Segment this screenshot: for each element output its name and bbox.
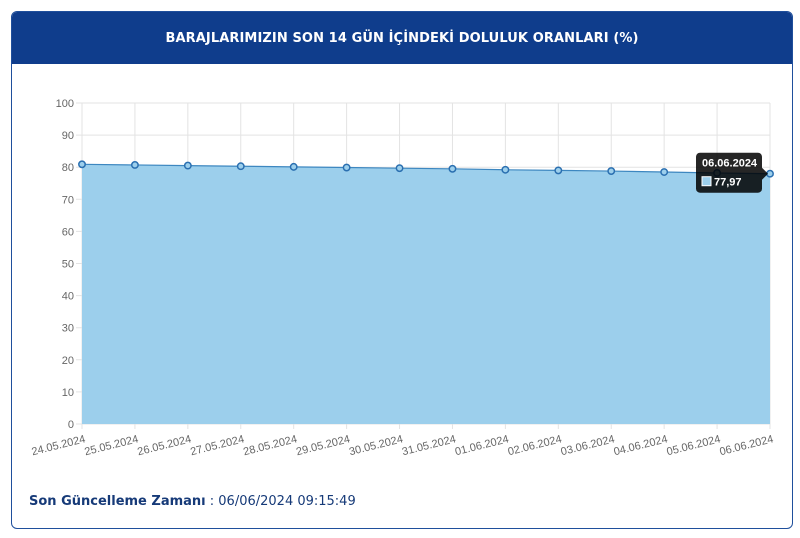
data-point[interactable] [236, 162, 245, 171]
chart-title: BARAJLARIMIZIN SON 14 GÜN İÇİNDEKİ DOLUL… [12, 12, 792, 64]
x-tick-label: 01.06.2024 [454, 433, 510, 458]
x-tick-label: 05.06.2024 [665, 433, 721, 458]
x-tick-label: 28.05.2024 [242, 433, 298, 458]
data-point[interactable] [395, 164, 404, 173]
data-point[interactable] [342, 163, 351, 172]
last-update-label: Son Güncelleme Zamanı [29, 494, 206, 509]
series-line [81, 163, 771, 175]
y-tick-label: 60 [62, 226, 74, 238]
last-update-separator: : [205, 494, 219, 509]
chart-card: BARAJLARIMIZIN SON 14 GÜN İÇİNDEKİ DOLUL… [11, 11, 793, 529]
tooltip-background [696, 152, 762, 193]
last-update: Son Güncelleme Zamanı : 06/06/2024 09:15… [29, 494, 356, 509]
y-tick-label: 100 [56, 98, 74, 110]
y-tick-label: 90 [62, 130, 74, 142]
y-tick-label: 0 [68, 419, 74, 431]
x-tick-label: 02.06.2024 [507, 433, 563, 458]
chart-area: 0 10 20 30 40 50 60 70 80 90 100 24.05.2024 25.05.2… [12, 64, 792, 464]
x-tick-label: 27.05.2024 [189, 433, 245, 458]
data-point[interactable] [183, 161, 192, 170]
tooltip-swatch [701, 176, 712, 187]
data-point[interactable] [78, 160, 86, 169]
y-tick-label: 10 [62, 387, 74, 399]
x-tick-label: 04.06.2024 [613, 433, 669, 458]
data-point[interactable] [448, 164, 457, 173]
x-tick-label: 30.05.2024 [348, 433, 404, 458]
y-tick-label: 40 [62, 291, 74, 303]
x-axis-ticks: 24.05.202425.05.202426.05.202427.05.2024… [30, 433, 774, 458]
x-tick-label: 31.05.2024 [401, 433, 457, 458]
data-point[interactable] [554, 166, 563, 175]
y-tick-label: 50 [62, 259, 74, 271]
data-point[interactable] [501, 165, 510, 174]
data-point[interactable] [289, 162, 298, 171]
x-tick-label: 25.05.2024 [83, 433, 139, 458]
tooltip-date: 06.06.2024 [702, 158, 758, 170]
series-points [78, 160, 774, 178]
tooltip-arrow [762, 167, 768, 180]
x-tick-label: 26.05.2024 [136, 433, 192, 458]
y-tick-label: 80 [62, 162, 74, 174]
last-update-value: 06/06/2024 09:15:49 [218, 494, 356, 509]
data-point[interactable] [130, 161, 139, 169]
y-tick-label: 20 [62, 355, 74, 367]
x-tick-label: 06.06.2024 [718, 433, 774, 458]
data-point[interactable] [607, 167, 616, 176]
series-area [82, 164, 770, 424]
chart-svg: 0 10 20 30 40 50 60 70 80 90 100 24.05.202425.05.2… [30, 98, 774, 458]
y-axis-ticks: 0 10 20 30 40 50 60 70 80 90 100 [56, 98, 74, 431]
x-tick-label: 03.06.2024 [560, 433, 616, 458]
tooltip-value: 77,97 [714, 177, 742, 189]
x-tick-label: 29.05.2024 [295, 433, 351, 458]
x-tick-label: 24.05.2024 [30, 433, 86, 458]
data-point[interactable] [660, 168, 669, 176]
y-tick-label: 70 [62, 194, 74, 206]
tooltip: 06.06.2024 77,97 [696, 152, 768, 193]
y-tick-label: 30 [62, 323, 74, 335]
